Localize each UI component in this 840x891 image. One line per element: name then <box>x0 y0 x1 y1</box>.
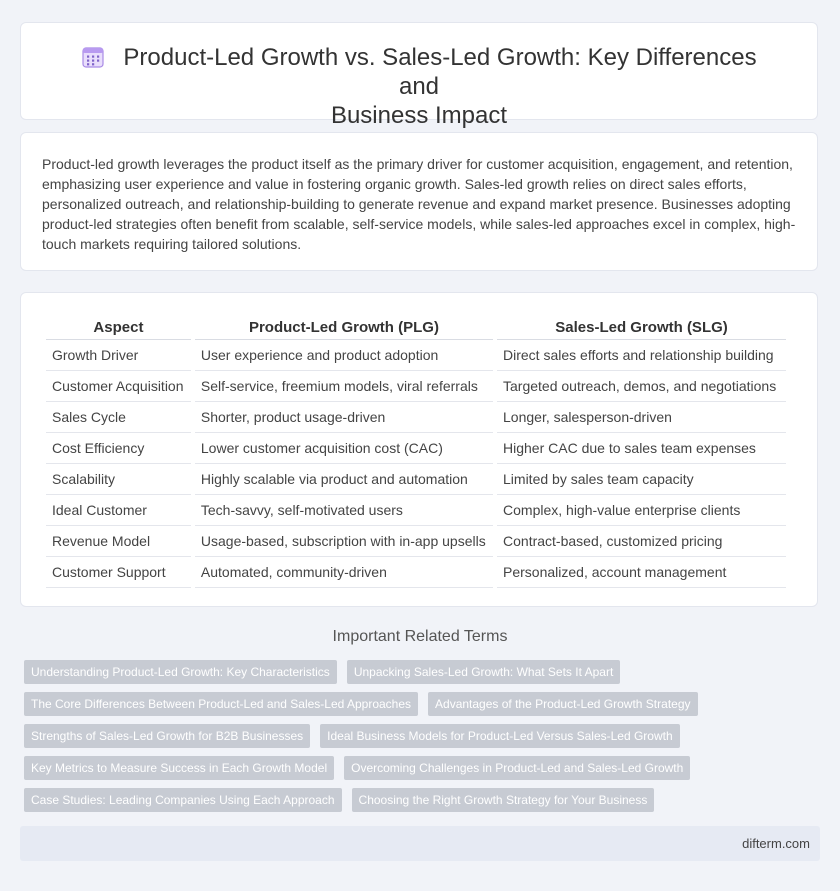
cell-aspect: Sales Cycle <box>46 402 191 433</box>
header-card: Product-Led Growth vs. Sales-Led Growth:… <box>20 22 818 129</box>
related-term-link[interactable]: Advantages of the Product-Led Growth Str… <box>428 692 698 716</box>
table-row: Revenue Model Usage-based, subscription … <box>46 526 786 557</box>
comparison-table: Aspect Product-Led Growth (PLG) Sales-Le… <box>42 315 790 588</box>
cell-slg: Targeted outreach, demos, and negotiatio… <box>497 371 786 402</box>
table-row: Cost Efficiency Lower customer acquisiti… <box>46 433 786 464</box>
cell-slg: Personalized, account management <box>497 557 786 588</box>
table-row: Customer Acquisition Self-service, freem… <box>46 371 786 402</box>
table-row: Sales Cycle Shorter, product usage-drive… <box>46 402 786 433</box>
tag-row: Strengths of Sales-Led Growth for B2B Bu… <box>24 724 690 748</box>
title-line-1: Product-Led Growth vs. Sales-Led Growth:… <box>123 44 757 100</box>
page-title: Product-Led Growth vs. Sales-Led Growth:… <box>61 43 777 130</box>
cell-plg: Usage-based, subscription with in-app up… <box>194 526 494 557</box>
cell-plg: Tech-savvy, self-motivated users <box>194 495 494 526</box>
intro-paragraph: Product-led growth leverages the product… <box>42 156 796 252</box>
cell-plg: Lower customer acquisition cost (CAC) <box>194 433 494 464</box>
cell-slg: Limited by sales team capacity <box>497 464 786 495</box>
table-row: Scalability Highly scalable via product … <box>46 464 786 495</box>
tag-row: Understanding Product-Led Growth: Key Ch… <box>24 660 630 684</box>
comparison-card: Aspect Product-Led Growth (PLG) Sales-Le… <box>20 292 818 607</box>
related-term-link[interactable]: Choosing the Right Growth Strategy for Y… <box>351 788 655 812</box>
tag-row: Case Studies: Leading Companies Using Ea… <box>24 788 664 812</box>
calendar-grid-icon <box>82 47 105 68</box>
tag-row: The Core Differences Between Product-Led… <box>24 692 708 716</box>
intro-card: Product-led growth leverages the product… <box>20 132 818 271</box>
table-row: Growth Driver User experience and produc… <box>46 340 786 371</box>
cell-aspect: Ideal Customer <box>46 495 191 526</box>
table-header-row: Aspect Product-Led Growth (PLG) Sales-Le… <box>46 315 786 340</box>
cell-aspect: Scalability <box>46 464 191 495</box>
tag-row: Key Metrics to Measure Success in Each G… <box>24 756 700 780</box>
footer-site-link[interactable]: difterm.com <box>742 836 810 851</box>
cell-plg: Automated, community-driven <box>194 557 494 588</box>
cell-slg: Direct sales efforts and relationship bu… <box>497 340 786 371</box>
cell-aspect: Customer Support <box>46 557 191 588</box>
related-term-link[interactable]: Strengths of Sales-Led Growth for B2B Bu… <box>24 724 311 748</box>
table-row: Customer Support Automated, community-dr… <box>46 557 786 588</box>
header-aspect: Aspect <box>46 315 191 340</box>
cell-aspect: Cost Efficiency <box>46 433 191 464</box>
cell-aspect: Growth Driver <box>46 340 191 371</box>
footer: difterm.com <box>20 826 820 861</box>
related-term-link[interactable]: Overcoming Challenges in Product-Led and… <box>344 756 691 780</box>
related-term-link[interactable]: The Core Differences Between Product-Led… <box>24 692 419 716</box>
cell-plg: Highly scalable via product and automati… <box>194 464 494 495</box>
cell-aspect: Revenue Model <box>46 526 191 557</box>
cell-plg: User experience and product adoption <box>194 340 494 371</box>
cell-slg: Complex, high-value enterprise clients <box>497 495 786 526</box>
header-plg: Product-Led Growth (PLG) <box>194 315 494 340</box>
cell-plg: Self-service, freemium models, viral ref… <box>194 371 494 402</box>
related-term-link[interactable]: Unpacking Sales-Led Growth: What Sets It… <box>346 660 621 684</box>
header-slg: Sales-Led Growth (SLG) <box>497 315 786 340</box>
cell-aspect: Customer Acquisition <box>46 371 191 402</box>
cell-slg: Longer, salesperson-driven <box>497 402 786 433</box>
related-term-link[interactable]: Case Studies: Leading Companies Using Ea… <box>24 788 342 812</box>
related-term-link[interactable]: Understanding Product-Led Growth: Key Ch… <box>24 660 337 684</box>
cell-slg: Contract-based, customized pricing <box>497 526 786 557</box>
table-row: Ideal Customer Tech-savvy, self-motivate… <box>46 495 786 526</box>
related-term-link[interactable]: Key Metrics to Measure Success in Each G… <box>24 756 335 780</box>
related-term-link[interactable]: Ideal Business Models for Product-Led Ve… <box>320 724 680 748</box>
cell-plg: Shorter, product usage-driven <box>194 402 494 433</box>
cell-slg: Higher CAC due to sales team expenses <box>497 433 786 464</box>
related-terms-heading: Important Related Terms <box>332 628 508 645</box>
title-line-2: Business Impact <box>330 102 508 129</box>
